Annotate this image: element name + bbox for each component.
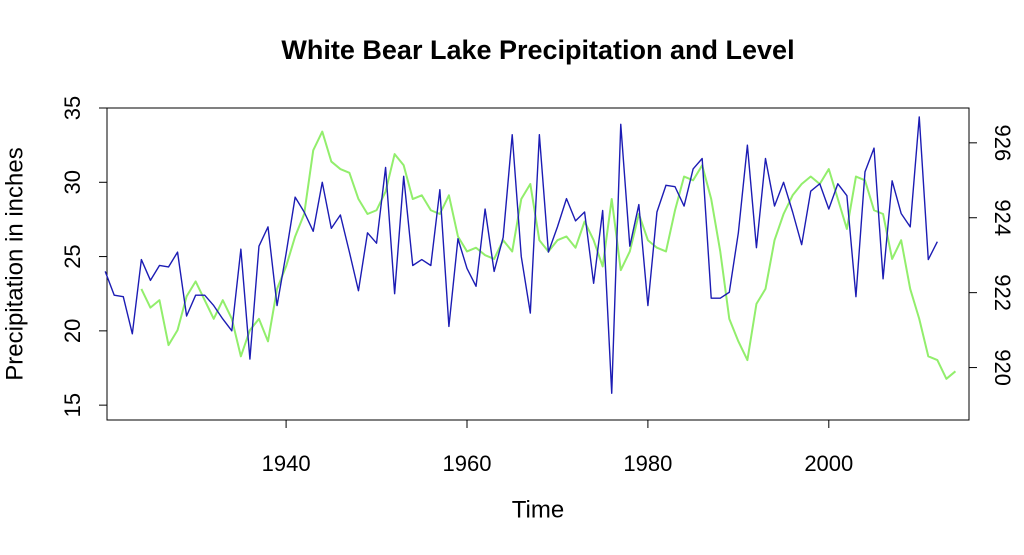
x-tick-label: 2000 — [804, 451, 853, 476]
x-axis-title: Time — [512, 496, 564, 523]
chart-title: White Bear Lake Precipitation and Level — [281, 35, 794, 65]
y2-tick-label: 924 — [990, 199, 1015, 236]
y-tick-label: 15 — [60, 393, 85, 417]
series-line — [104, 116, 938, 394]
x-tick-label: 1980 — [623, 451, 672, 476]
x-tick-label: 1940 — [262, 451, 311, 476]
plot-frame — [106, 107, 970, 421]
y2-tick-label: 922 — [990, 274, 1015, 311]
y2-tick-label: 926 — [990, 124, 1015, 161]
y-tick-label: 30 — [60, 170, 85, 194]
y2-tick-label: 920 — [990, 349, 1015, 386]
y-tick-label: 25 — [60, 244, 85, 268]
series-line — [140, 130, 957, 380]
y-tick-label: 35 — [60, 96, 85, 120]
x-tick-label: 1960 — [443, 451, 492, 476]
y-axis-title: Precipitation in inches — [1, 147, 28, 380]
y-tick-label: 20 — [60, 319, 85, 343]
